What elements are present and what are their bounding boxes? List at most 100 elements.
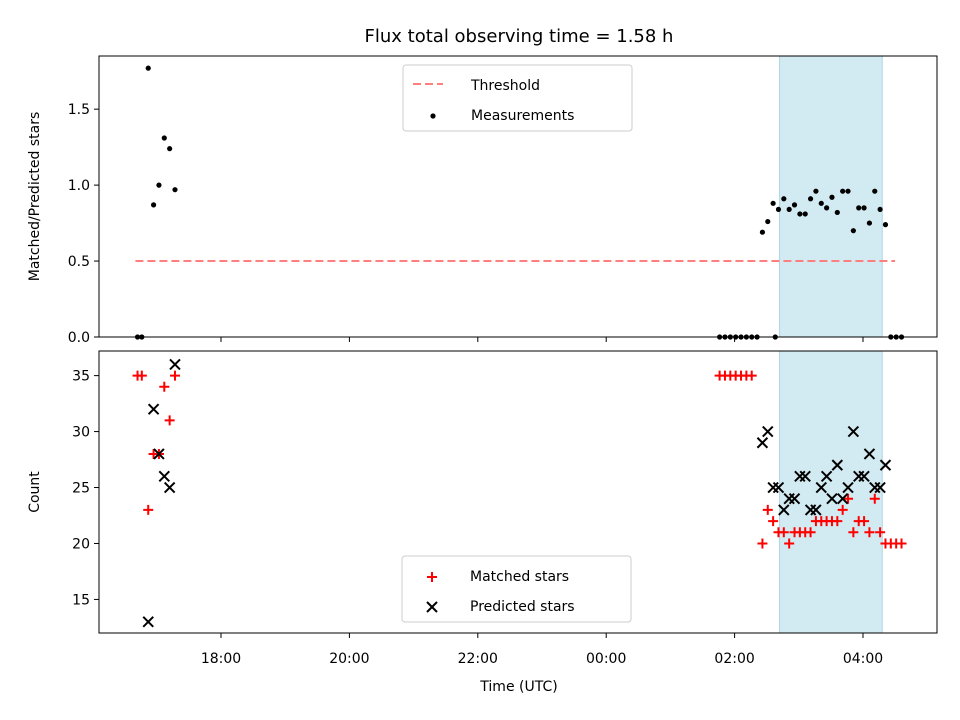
data-point <box>813 188 819 194</box>
x-tick-label: 18:00 <box>201 651 241 667</box>
data-point <box>850 228 856 234</box>
series-predicted-stars <box>142 358 892 628</box>
data-point <box>859 516 870 527</box>
axes-frame <box>98 55 938 338</box>
panel-2: 15 20 25 30 35 18:00 20:00 22:00 00:00 02:00 04:00… <box>27 350 938 667</box>
y-axis-label: Matched/Predicted stars <box>27 112 43 282</box>
data-point <box>778 504 790 516</box>
data-point <box>831 459 844 471</box>
data-point <box>866 220 873 226</box>
data-point <box>879 459 892 471</box>
x-tick-label: 20:00 <box>329 651 369 667</box>
legend-entry: Threshold <box>413 78 540 94</box>
data-point <box>826 493 838 505</box>
data-point <box>874 481 886 494</box>
data-point <box>756 437 769 449</box>
data-point <box>136 370 147 381</box>
data-point <box>810 504 822 516</box>
data-point <box>836 493 849 505</box>
data-point <box>746 370 757 381</box>
data-point <box>840 188 846 194</box>
data-point <box>767 481 779 494</box>
legend-key <box>427 572 437 582</box>
data-point <box>832 516 843 527</box>
legend-label: Matched stars <box>470 569 569 585</box>
data-point <box>829 194 835 200</box>
data-point <box>807 196 814 202</box>
data-point <box>156 182 162 188</box>
data-point <box>143 504 154 515</box>
data-point <box>842 481 854 494</box>
data-point <box>802 211 808 217</box>
x-axis-label: Time (UTC) <box>479 679 557 695</box>
data-point <box>824 205 830 211</box>
data-point <box>869 493 880 504</box>
legend-box <box>401 555 632 623</box>
x-tick-label: 00:00 <box>586 651 626 667</box>
chart-title: Flux total observing time = 1.58 h <box>365 26 674 47</box>
data-point <box>762 425 774 438</box>
data-point <box>781 196 787 202</box>
data-point <box>150 202 157 208</box>
data-point <box>863 448 876 460</box>
data-point <box>858 470 870 483</box>
data-point <box>142 616 154 628</box>
data-point <box>164 415 175 426</box>
x-tick-label: 22:00 <box>458 651 498 667</box>
y-axis-label: Count <box>27 471 43 513</box>
data-point <box>791 202 798 208</box>
data-point <box>759 229 766 235</box>
y-tick-label: 30 <box>72 425 90 441</box>
data-point <box>762 504 773 515</box>
data-point <box>770 200 776 206</box>
data-point <box>818 200 824 206</box>
data-point <box>778 527 789 538</box>
y-tick-label: 0.5 <box>68 254 90 270</box>
data-point <box>856 205 862 211</box>
data-point <box>815 481 827 494</box>
data-point <box>864 527 875 538</box>
legend-label: Measurements <box>471 108 574 124</box>
x-tick-label: 02:00 <box>714 651 754 667</box>
y-tick-label: 25 <box>72 481 90 497</box>
data-point <box>797 211 803 217</box>
legend-key <box>426 601 438 613</box>
data-point <box>161 135 167 141</box>
data-point <box>768 516 779 527</box>
data-point <box>169 370 180 381</box>
y-tick-label: 1.0 <box>68 178 90 194</box>
panel-1: 0.0 0.5 1.0 1.5 Matched/Predicted stars Thres… <box>27 55 938 346</box>
data-point <box>848 527 859 538</box>
legend-label: Predicted stars <box>470 599 575 615</box>
y-tick-label: 35 <box>72 369 90 385</box>
data-point <box>172 187 178 193</box>
y-tick-label: 0.0 <box>68 330 90 346</box>
data-point <box>845 188 851 194</box>
y-tick-label: 15 <box>72 592 90 608</box>
data-point <box>820 470 833 483</box>
highlight-band <box>779 350 883 634</box>
data-point <box>147 403 160 415</box>
data-point <box>784 538 795 549</box>
legend: Matched stars Predicted stars <box>401 555 632 623</box>
legend-entry: Matched stars <box>427 569 569 585</box>
data-point <box>882 222 889 228</box>
data-point <box>163 481 176 494</box>
legend-key <box>430 113 436 119</box>
data-point <box>772 481 785 494</box>
data-point <box>765 218 771 225</box>
data-point <box>861 205 867 211</box>
data-point <box>837 504 848 515</box>
series-matched-stars <box>132 370 907 549</box>
data-point <box>167 146 173 152</box>
axes-frame <box>98 350 938 634</box>
data-point <box>145 65 151 71</box>
data-point <box>877 206 883 213</box>
y-tick-label: 20 <box>72 536 90 552</box>
data-point <box>847 425 860 438</box>
legend-entry: Measurements <box>430 108 574 124</box>
legend-box <box>402 64 633 132</box>
legend-label: Threshold <box>470 78 540 94</box>
data-point <box>875 527 886 538</box>
